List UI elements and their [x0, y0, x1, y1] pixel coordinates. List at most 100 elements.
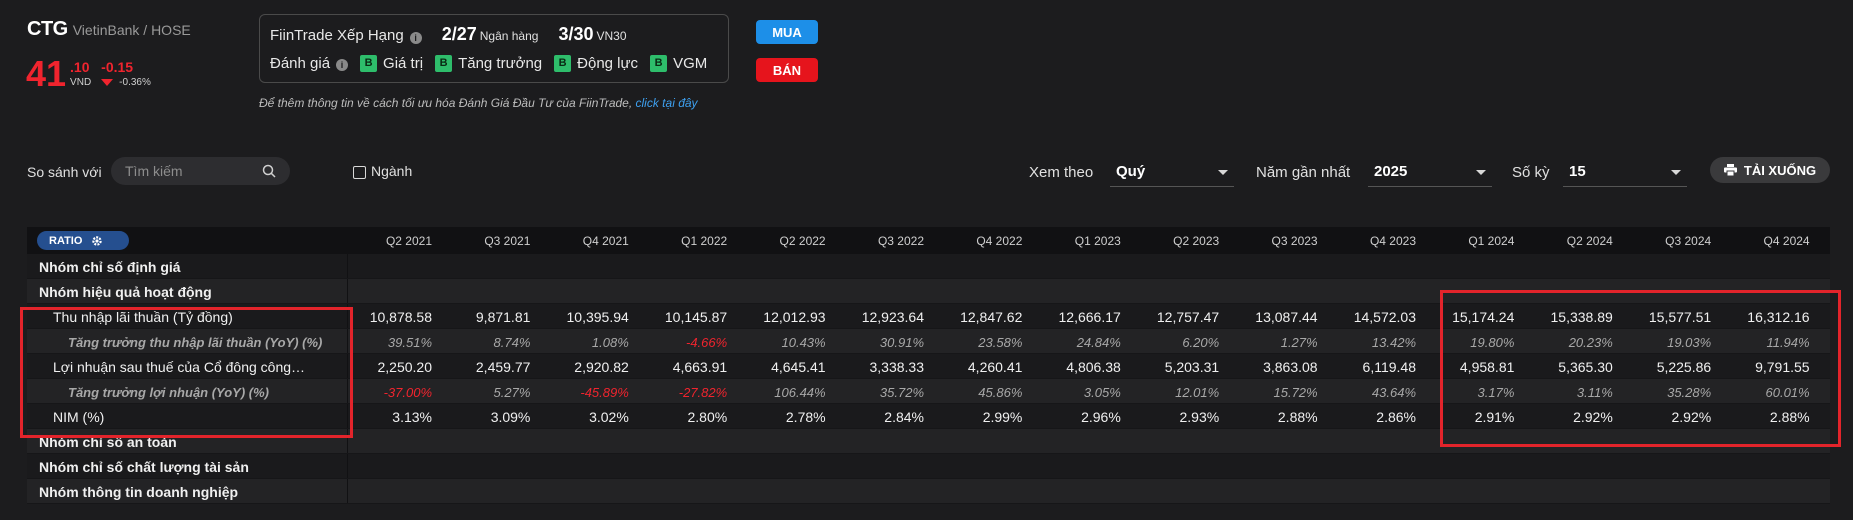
column-divider — [347, 429, 348, 453]
periods-select-value: 15 — [1569, 163, 1586, 180]
column-header: Q1 2024 — [1468, 234, 1515, 248]
table-body: Nhóm chỉ số định giá Nhóm hiệu quả hoạt đ… — [27, 254, 1830, 504]
table-cell: 13.42% — [1371, 335, 1416, 350]
table-cell: 10,145.87 — [664, 309, 728, 325]
table-cell: 4,645.41 — [771, 359, 826, 375]
table-cell: 23.58% — [978, 335, 1023, 350]
table-cell: 12,012.93 — [763, 309, 826, 325]
table-cell: 5.27% — [493, 385, 531, 400]
row-label: Tăng trưởng lợi nhuận (YoY) (%) — [68, 385, 270, 400]
row-label: Nhóm chỉ số định giá — [39, 259, 181, 275]
rating-value-label: Giá trị — [383, 55, 424, 72]
grade-badge: B — [650, 55, 668, 72]
table-cell: 16,312.16 — [1747, 309, 1810, 325]
table-cell: 2.93% — [1179, 409, 1220, 425]
table-cell: 10,395.94 — [566, 309, 629, 325]
sell-button[interactable]: BÁN — [756, 58, 818, 82]
column-header: Q4 2024 — [1763, 234, 1810, 248]
table-cell: 15,174.24 — [1452, 309, 1515, 325]
table-cell: 5,203.31 — [1164, 359, 1220, 375]
table-cell: 5,225.86 — [1656, 359, 1712, 375]
compare-label: So sánh với — [27, 164, 102, 180]
column-header: Q2 2023 — [1173, 234, 1220, 248]
table-cell: 10,878.58 — [369, 309, 432, 325]
price-decimal-block: .10 VND — [70, 60, 91, 88]
table-cell: 9,791.55 — [1755, 359, 1810, 375]
column-divider — [347, 454, 348, 478]
group-row[interactable]: Nhóm chỉ số an toàn — [27, 429, 1830, 454]
rank-industry-value: 2/27 — [441, 24, 477, 44]
industry-checkbox[interactable] — [353, 166, 366, 179]
group-row[interactable]: Nhóm hiệu quả hoạt động — [27, 279, 1830, 304]
view-select[interactable]: Quý — [1110, 157, 1234, 187]
year-select-value: 2025 — [1374, 163, 1408, 180]
periods-select[interactable]: 15 — [1563, 157, 1687, 187]
column-divider — [347, 304, 348, 328]
table-cell: 2.88% — [1769, 409, 1810, 425]
rating-momentum: B Động lực — [554, 55, 638, 72]
price-currency: VND — [70, 77, 92, 88]
table-header: RATIO Q2 2021 Q3 2021 Q4 2021 Q1 2022 Q2 202… — [27, 227, 1830, 254]
column-header: Q3 2022 — [877, 234, 924, 248]
grade-badge: B — [435, 55, 453, 72]
download-button[interactable]: TẢI XUỐNG — [1710, 157, 1830, 183]
rating-growth: B Tăng trưởng — [435, 55, 542, 72]
rank-index-unit: VN30 — [596, 29, 627, 43]
info-icon[interactable]: i — [336, 58, 349, 71]
info-icon[interactable]: i — [409, 32, 422, 44]
table-cell: 1.27% — [1280, 335, 1318, 350]
ticker-header: CTG VietinBank / HOSE — [27, 18, 191, 41]
ranking-label: FiinTrade Xếp Hạng — [270, 27, 404, 44]
ranking-panel: FiinTrade Xếp Hạng i 2/27 Ngân hàng 3/30… — [259, 14, 729, 83]
column-header: Q2 2022 — [779, 234, 826, 248]
ratio-table: RATIO Q2 2021 Q3 2021 Q4 2021 Q1 2022 Q2 202… — [27, 227, 1830, 504]
table-cell: 3,863.08 — [1263, 359, 1318, 375]
price-change-block: -0.15 -0.36% — [101, 60, 151, 88]
arrow-down-icon — [101, 79, 114, 86]
column-header: Q3 2024 — [1665, 234, 1712, 248]
table-cell: 6,119.48 — [1362, 359, 1416, 375]
rating-vgm: B VGM — [650, 55, 707, 72]
price-decimal: .10 — [70, 59, 90, 75]
table-cell: 19.80% — [1470, 335, 1515, 350]
group-row[interactable]: Nhóm thông tin doanh nghiệp — [27, 479, 1830, 504]
row-label: NIM (%) — [53, 409, 105, 425]
table-cell: 12,757.47 — [1156, 309, 1220, 325]
year-select[interactable]: 2025 — [1368, 157, 1492, 187]
table-cell: 43.64% — [1371, 385, 1416, 400]
table-row: NIM (%) 3.13% 3.09% 3.02% 2.80% 2.78% 2.84% 2.9… — [27, 404, 1830, 429]
ratio-label: RATIO — [49, 234, 83, 247]
row-label: Nhóm chỉ số an toàn — [39, 434, 177, 450]
table-cell: 2.96% — [1081, 409, 1121, 425]
table-cell: 3.09% — [490, 409, 531, 425]
ticker-symbol: CTG — [27, 18, 68, 40]
buy-button[interactable]: MUA — [756, 20, 818, 44]
search-input[interactable] — [125, 157, 255, 185]
table-cell: -4.66% — [685, 335, 728, 350]
price-block: 41 .10 VND -0.15 -0.36% — [26, 56, 151, 92]
rating-vgm-label: VGM — [673, 55, 708, 72]
gear-icon — [92, 235, 103, 246]
table-cell: 30.91% — [879, 335, 924, 350]
column-header: Q2 2024 — [1566, 234, 1613, 248]
info-note-text: Để thêm thông tin về cách tối ưu hóa Đán… — [259, 96, 636, 110]
table-cell: 9,871.81 — [475, 309, 531, 325]
column-divider — [347, 404, 348, 428]
click-here-link[interactable]: click tại đây — [635, 96, 698, 110]
group-row[interactable]: Nhóm chỉ số chất lượng tài sản — [27, 454, 1830, 479]
price-change: -0.15 — [101, 59, 134, 75]
table-cell: 106.44% — [774, 385, 826, 400]
table-cell: 8.74% — [493, 335, 531, 350]
search-icon[interactable] — [262, 164, 276, 178]
group-row[interactable]: Nhóm chỉ số định giá — [27, 254, 1830, 279]
ratio-settings-button[interactable]: RATIO — [37, 231, 129, 250]
search-box — [111, 157, 290, 185]
column-divider — [347, 354, 348, 378]
table-cell: 24.84% — [1076, 335, 1121, 350]
table-cell: 2.92% — [1671, 409, 1712, 425]
table-cell: 14,572.03 — [1353, 309, 1416, 325]
table-cell: 20.23% — [1568, 335, 1613, 350]
table-cell: 2,459.77 — [475, 359, 531, 375]
table-cell: 4,663.91 — [672, 359, 728, 375]
ticker-exchange: VietinBank / HOSE — [72, 22, 191, 38]
